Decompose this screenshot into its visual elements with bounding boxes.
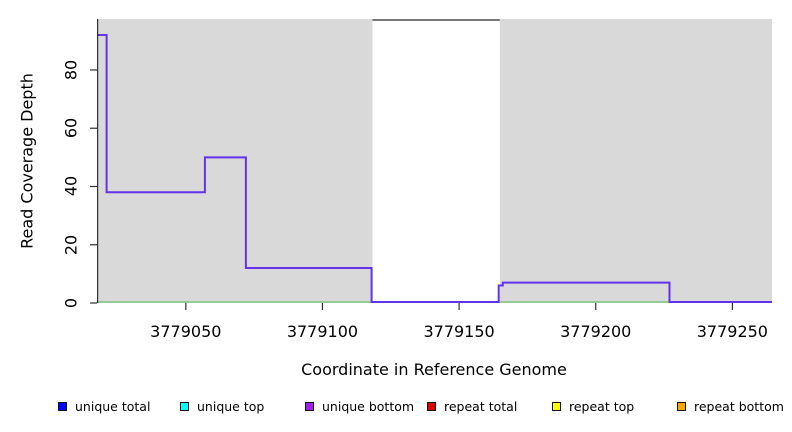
- legend-item-label: unique top: [197, 399, 265, 414]
- legend-item-label: unique bottom: [322, 399, 415, 414]
- x-tick-label: 3779050: [150, 322, 222, 341]
- y-tick-label: 60: [61, 118, 81, 139]
- y-tick-label: 40: [61, 176, 81, 197]
- x-axis-title: Coordinate in Reference Genome: [301, 360, 567, 379]
- legend-item-unique-total: unique total: [58, 399, 150, 414]
- y-tick-label: 0: [61, 297, 81, 309]
- y-tick-label: 80: [61, 59, 81, 81]
- legend-item-label: unique total: [75, 399, 151, 414]
- legend-item-label: repeat total: [444, 399, 518, 414]
- legend-swatch-icon: [427, 402, 436, 411]
- series-unique-coverage: [97, 34, 772, 303]
- masked-region-0: [97, 19, 373, 303]
- x-tick-label: 3779100: [286, 322, 359, 341]
- chart-canvas: [90, 19, 772, 310]
- legend-item-label: repeat top: [569, 399, 635, 414]
- plot-area: [90, 19, 772, 310]
- x-tick-label: 3779250: [696, 322, 768, 341]
- legend-item-label: repeat bottom: [694, 399, 784, 414]
- legend-swatch-icon: [552, 402, 561, 411]
- x-tick-label: 3779150: [423, 322, 495, 341]
- legend-item-repeat-total: repeat total: [427, 399, 517, 414]
- x-tick-label: 3779200: [560, 322, 632, 341]
- legend-item-repeat-top: repeat top: [552, 399, 634, 414]
- masked-region-1: [499, 19, 772, 303]
- y-tick-label: 20: [61, 234, 81, 255]
- legend-item-repeat-bottom: repeat bottom: [677, 399, 784, 414]
- legend-swatch-icon: [58, 402, 67, 411]
- legend-item-unique-top: unique top: [180, 399, 264, 414]
- legend-swatch-icon: [180, 402, 189, 411]
- legend-swatch-icon: [677, 402, 686, 411]
- y-axis-title: Read Coverage Depth: [17, 73, 37, 249]
- legend-item-unique-bottom: unique bottom: [305, 399, 414, 414]
- legend-swatch-icon: [305, 402, 314, 411]
